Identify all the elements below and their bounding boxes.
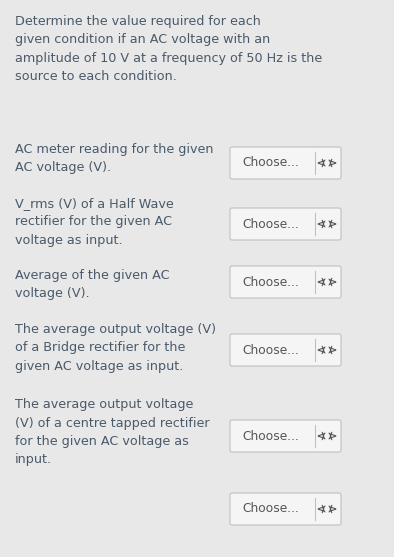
Text: Choose...: Choose... (242, 276, 299, 289)
Text: Choose...: Choose... (242, 502, 299, 515)
Text: V_rms (V) of a Half Wave
rectifier for the given AC
voltage as input.: V_rms (V) of a Half Wave rectifier for t… (15, 197, 174, 247)
FancyBboxPatch shape (230, 266, 341, 298)
Text: Determine the value required for each
given condition if an AC voltage with an
a: Determine the value required for each gi… (15, 15, 322, 84)
FancyBboxPatch shape (230, 420, 341, 452)
Text: Choose...: Choose... (242, 217, 299, 231)
FancyBboxPatch shape (230, 147, 341, 179)
Text: The average output voltage
(V) of a centre tapped rectifier
for the given AC vol: The average output voltage (V) of a cent… (15, 398, 210, 467)
Text: AC meter reading for the given
AC voltage (V).: AC meter reading for the given AC voltag… (15, 143, 214, 174)
Text: Average of the given AC
voltage (V).: Average of the given AC voltage (V). (15, 269, 170, 300)
Text: Choose...: Choose... (242, 429, 299, 442)
Text: The average output voltage (V)
of a Bridge rectifier for the
given AC voltage as: The average output voltage (V) of a Brid… (15, 323, 216, 373)
Text: Choose...: Choose... (242, 344, 299, 356)
Text: Choose...: Choose... (242, 157, 299, 169)
FancyBboxPatch shape (230, 334, 341, 366)
FancyBboxPatch shape (230, 493, 341, 525)
FancyBboxPatch shape (230, 208, 341, 240)
